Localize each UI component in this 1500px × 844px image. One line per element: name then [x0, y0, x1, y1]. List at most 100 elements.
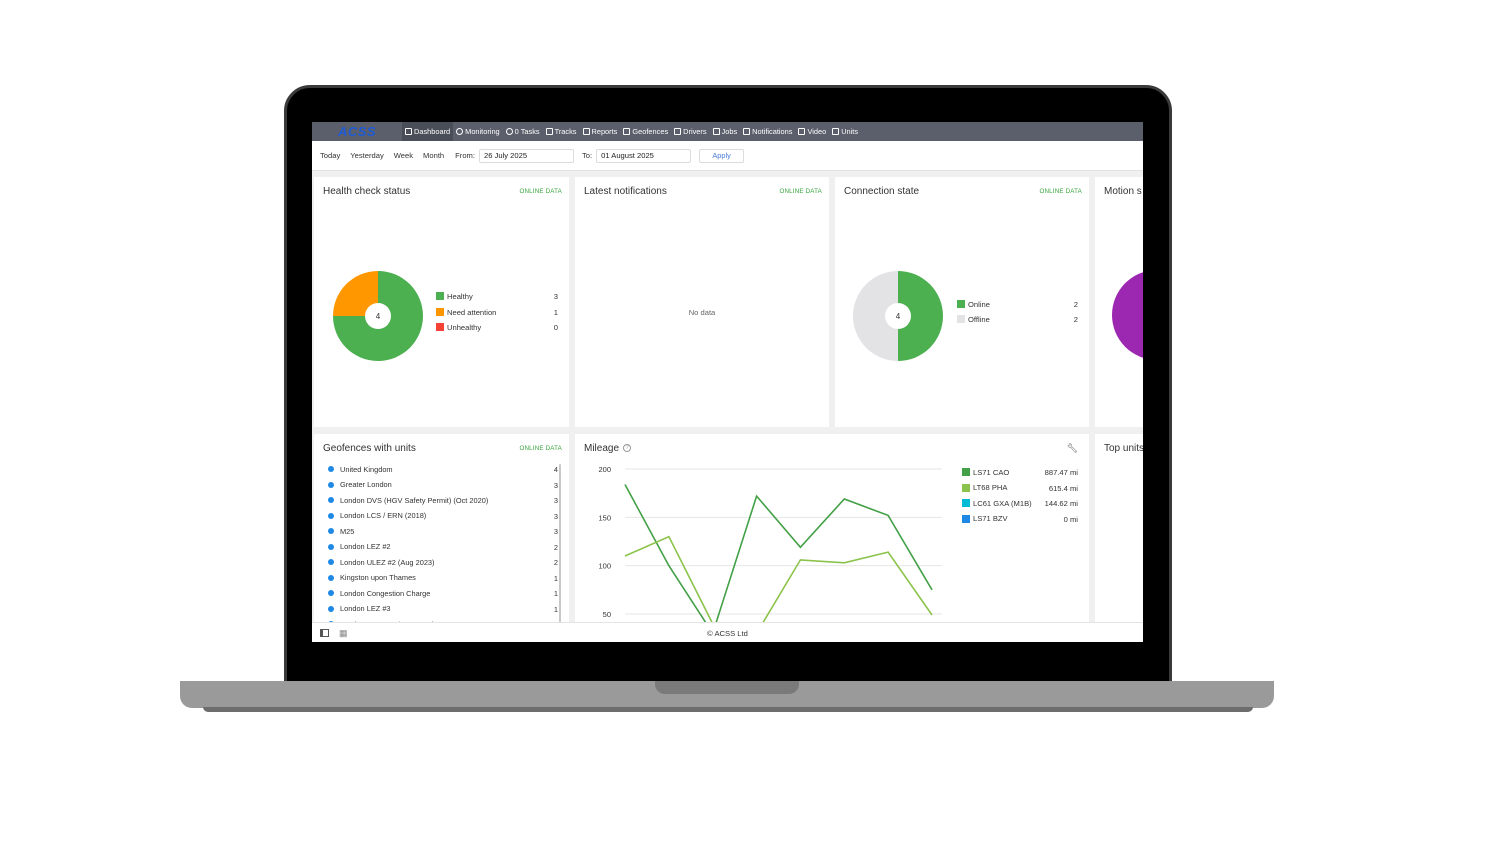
legend-offline[interactable]: Offline — [957, 314, 990, 324]
connection-donut-chart: 4 — [853, 271, 943, 361]
legend-label: LC61 GXA (M1B) — [973, 498, 1032, 508]
mileage-legend-item[interactable]: LS71 CAO — [962, 467, 1009, 477]
geofence-dot-icon — [328, 559, 334, 565]
legend-value: 0 mi — [1063, 514, 1078, 524]
wrench-icon[interactable]: 🔧︎ — [1066, 443, 1078, 453]
nav-label: Tracks — [554, 127, 577, 136]
legend-value: 2 — [1073, 315, 1078, 324]
nav-item-reports[interactable]: Reports — [580, 122, 621, 141]
date-filter-bar: Today Yesterday Week Month From: 26 July… — [312, 141, 1143, 171]
unhealthy-swatch — [436, 323, 444, 331]
geofence-count: 1 — [553, 573, 558, 583]
geofence-dot-icon — [328, 481, 334, 488]
acss-logo[interactable]: ACSS — [312, 122, 402, 141]
geofence-name: United Kingdom — [340, 464, 393, 474]
geofence-name: M25 — [340, 526, 355, 536]
legend-unhealthy[interactable]: Unhealthy — [436, 322, 481, 332]
bar-chart-icon — [405, 128, 412, 135]
nav-item-0-tasks[interactable]: 0 Tasks — [503, 122, 543, 141]
top-navbar: ACSS Dashboard Monitoring 0 Tasks Tracks Rep… — [312, 122, 1143, 141]
geofence-count: 2 — [553, 542, 558, 552]
geofence-dot-icon — [328, 466, 334, 472]
legend-label: Online — [968, 299, 990, 309]
grid-icon[interactable]: ▦ — [339, 628, 348, 638]
geofence-dot-icon — [328, 605, 334, 612]
card-title: Motion s — [1104, 186, 1142, 197]
geofence-row[interactable]: Kingston upon Thames — [328, 573, 416, 583]
geofence-row[interactable]: London ULEZ #2 (Aug 2023) — [328, 557, 435, 567]
motion-state-card: Motion s — [1095, 177, 1143, 427]
geofence-dot-icon — [328, 574, 334, 581]
geofences-card: Geofences with units ONLINE DATA United … — [314, 434, 569, 624]
geofence-scrollbar[interactable] — [559, 464, 561, 624]
geofence-count: 3 — [553, 511, 558, 521]
card-title: Latest notifications — [584, 186, 667, 197]
health-donut-chart: 4 — [333, 271, 423, 361]
mileage-line-chart: 200 150 100 50 — [598, 465, 942, 622]
geofence-dot-icon — [328, 497, 334, 503]
help-icon[interactable]: ? — [623, 444, 631, 452]
nav-item-monitoring[interactable]: Monitoring — [453, 122, 503, 141]
y-tick-label: 200 — [598, 465, 611, 474]
week-button[interactable]: Week — [393, 151, 414, 160]
nav-item-units[interactable]: Units — [829, 122, 861, 141]
geofence-name: London DVS (HGV Safety Permit) (Oct 2020… — [340, 495, 489, 505]
motion-donut-chart — [1112, 270, 1143, 360]
legend-online[interactable]: Online — [957, 299, 990, 309]
nav-item-geofences[interactable]: Geofences — [620, 122, 671, 141]
mileage-legend-item[interactable]: LT68 PHA — [962, 483, 1007, 493]
mileage-legend-item[interactable]: LS71 BZV — [962, 514, 1008, 524]
from-date-input[interactable]: 26 July 2025 — [478, 148, 574, 163]
laptop-foot — [203, 707, 1253, 712]
geofence-row[interactable]: United Kingdom — [328, 464, 393, 474]
mileage-legend-item[interactable]: LC61 GXA (M1B) — [962, 498, 1032, 508]
geofence-name: London LCS / ERN (2018) — [340, 511, 427, 520]
nav-item-dashboard[interactable]: Dashboard — [402, 122, 454, 141]
laptop-notch — [655, 681, 799, 694]
geofence-count: 3 — [553, 527, 558, 536]
mileage-card: Mileage ? 🔧︎ 200 150 100 50 LS71 CAO 887.47 … — [575, 434, 1089, 624]
card-title: Connection state — [844, 186, 920, 197]
geofence-dot-icon — [328, 528, 334, 534]
nav-label: Drivers — [683, 127, 707, 136]
geofence-name: Kingston upon Thames — [340, 573, 416, 582]
nav-label: Dashboard — [414, 127, 451, 136]
legend-need-attention[interactable]: Need attention — [436, 307, 496, 317]
report-icon — [582, 128, 590, 135]
nav-label: 0 Tasks — [514, 127, 540, 136]
nav-label: Units — [841, 127, 859, 136]
nav-item-drivers[interactable]: Drivers — [671, 122, 709, 141]
today-button[interactable]: Today — [320, 151, 341, 160]
geofence-row[interactable]: London Congestion Charge — [328, 588, 430, 598]
geofence-row[interactable]: Greater London — [328, 480, 392, 490]
legend-healthy[interactable]: Healthy — [436, 291, 473, 301]
apply-button[interactable]: Apply — [699, 148, 745, 163]
legend-swatch — [962, 468, 970, 476]
copyright: © ACSS Ltd — [707, 629, 748, 638]
card-title: Geofences with units — [323, 443, 416, 454]
geofence-row[interactable]: London LEZ #2 — [328, 542, 391, 552]
nav-item-video[interactable]: Video — [795, 122, 829, 141]
legend-label: LS71 BZV — [973, 514, 1008, 523]
nav-item-notifications[interactable]: Notifications — [740, 122, 795, 141]
healthy-swatch — [436, 292, 444, 300]
yesterday-button[interactable]: Yesterday — [350, 151, 384, 160]
legend-swatch — [962, 483, 970, 492]
nav-label: Jobs — [721, 127, 738, 136]
series-line-ls71-cao — [624, 484, 933, 622]
month-button[interactable]: Month — [423, 151, 445, 160]
geofence-row[interactable]: M25 — [328, 526, 354, 536]
sidebar-toggle-icon[interactable] — [320, 629, 329, 637]
geofence-count: 4 — [553, 465, 558, 474]
nav-item-tracks[interactable]: Tracks — [543, 122, 580, 141]
online-data-badge: ONLINE DATA — [779, 188, 822, 195]
geofence-row[interactable]: London LCS / ERN (2018) — [328, 511, 426, 521]
online-swatch — [957, 300, 965, 308]
to-date-input[interactable]: 01 August 2025 — [596, 148, 692, 163]
nav-label: Notifications — [752, 127, 793, 136]
card-title: Mileage — [584, 443, 620, 454]
geofence-row[interactable]: London DVS (HGV Safety Permit) (Oct 2020… — [328, 495, 488, 505]
geofence-row[interactable]: London LEZ #3 — [328, 604, 391, 614]
geofence-name: London ULEZ #2 (Aug 2023) — [340, 557, 435, 567]
nav-item-jobs[interactable]: Jobs — [710, 122, 741, 141]
